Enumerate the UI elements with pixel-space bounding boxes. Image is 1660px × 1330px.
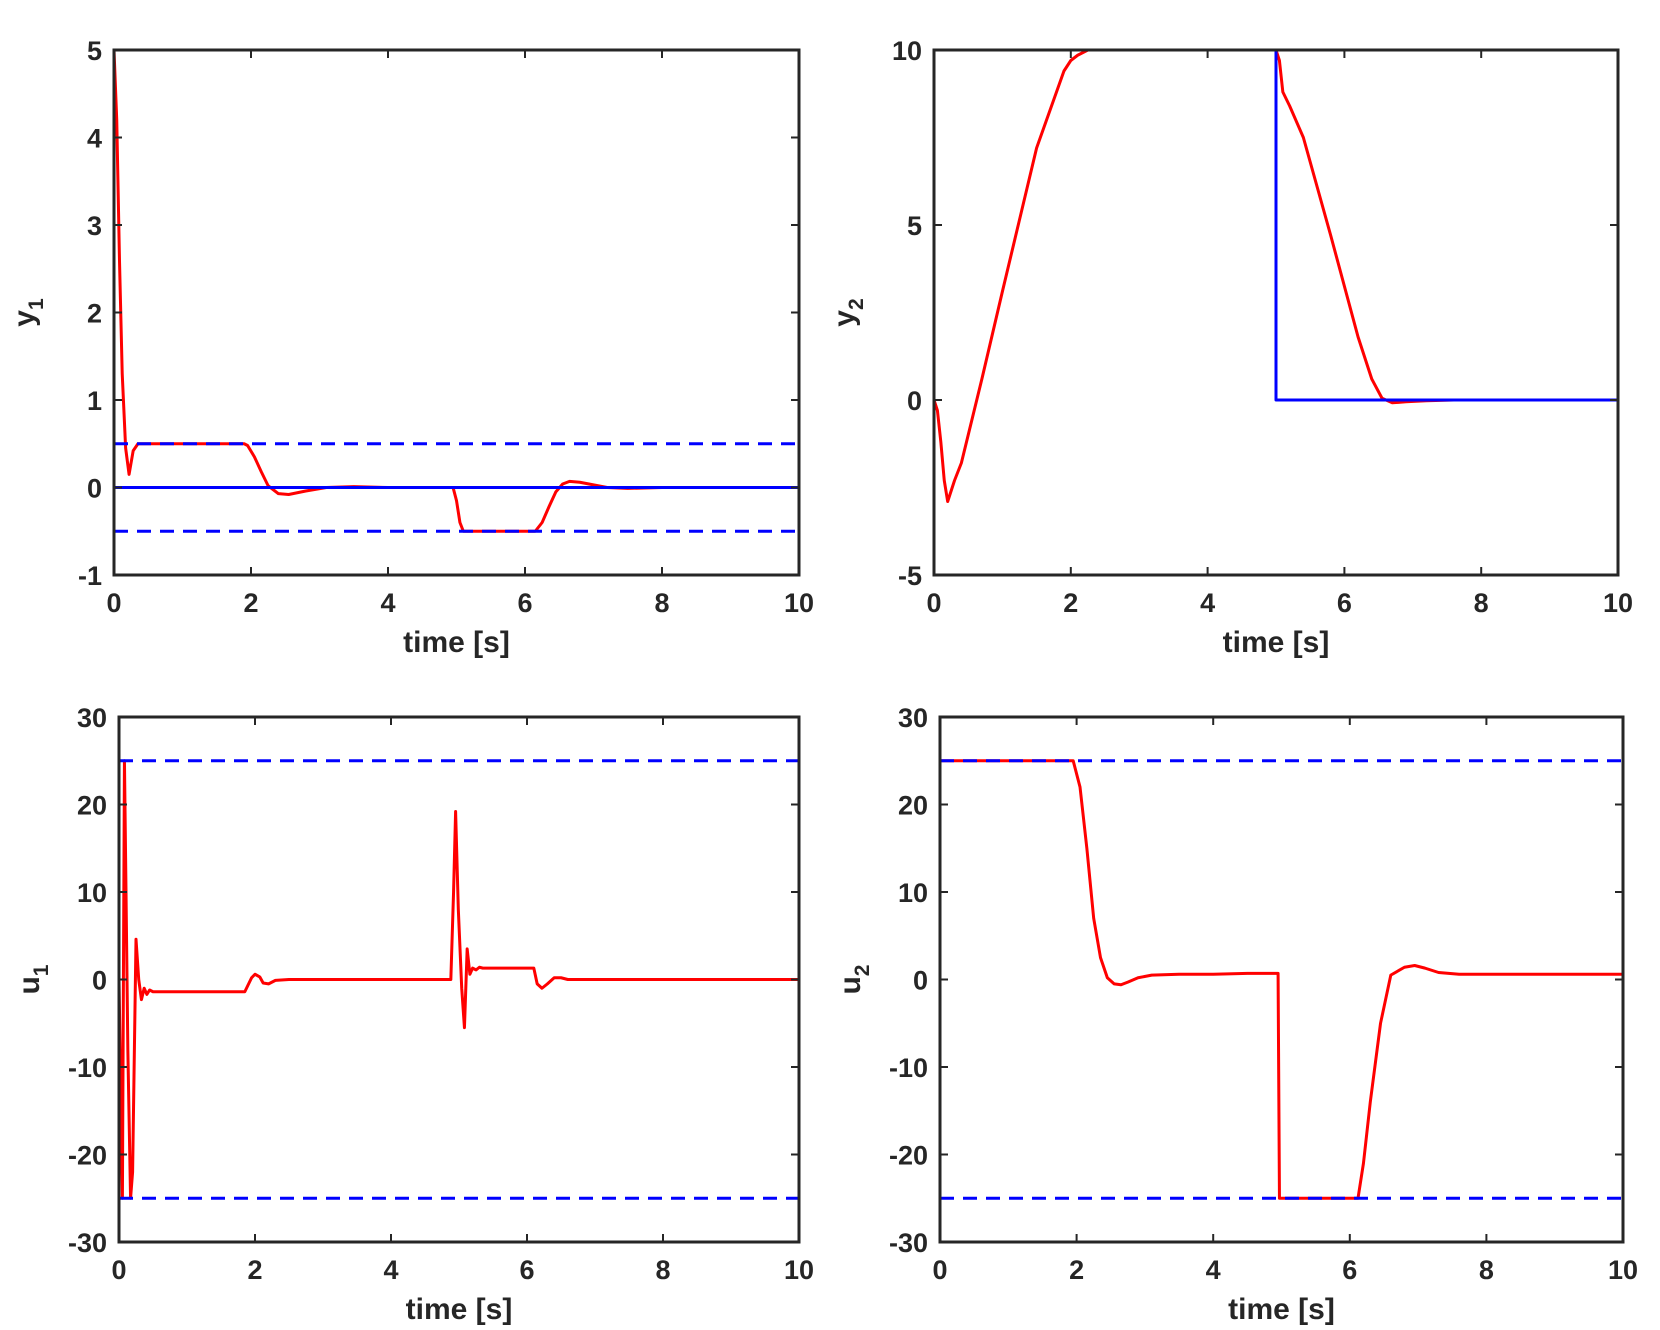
y-tick-label: 2 [87,299,102,329]
y-tick-label: 0 [913,966,928,996]
series-line-0 [934,50,1618,503]
chart-panel-y2: 0 2 4 6 8 10 -5 0 5 10 time [s] y2 [830,0,1660,665]
x-tick-label: 2 [247,1255,262,1285]
x-tick-label: 2 [1063,588,1078,618]
y-tick-label: -10 [889,1053,928,1083]
x-axis-label: time [s] [403,626,510,659]
x-axis-label: time [s] [1223,626,1330,659]
plot-area [940,759,1623,1200]
x-tick-label: 8 [1474,588,1489,618]
chart-u2: 0 2 4 6 8 10 -30 -20 -10 0 10 20 30 time [s] u2 [834,703,1638,1326]
x-tick-label: 4 [383,1255,398,1285]
x-axis-label: time [s] [1228,1293,1335,1326]
y-tick-label: 10 [898,878,928,908]
x-tick-label: 0 [111,1255,126,1285]
y-tick-label: 5 [907,211,922,241]
x-tick-label: 4 [380,588,395,618]
x-tick-label: 6 [519,1255,534,1285]
y-axis-label: y2 [830,298,868,326]
chart-panel-u2: 0 2 4 6 8 10 -30 -20 -10 0 10 20 30 time [s] u2 [830,665,1660,1330]
x-tick-label: 8 [654,588,669,618]
x-tick-label: 6 [1342,1255,1357,1285]
y-tick-label: 10 [892,36,922,66]
y-tick-label: 0 [92,966,107,996]
x-tick-label: 10 [784,588,814,618]
y-tick-label: -30 [68,1228,107,1258]
axes-box [932,48,1620,577]
y-tick-label: 3 [87,211,102,241]
y-tick-label: 0 [87,474,102,504]
y-tick-label: 0 [907,386,922,416]
x-tick-label: 2 [1069,1255,1084,1285]
y-tick-label: -5 [898,561,922,591]
plot-area [114,50,799,533]
chart-panel-u1: 0 2 4 6 8 10 -30 -20 -10 0 10 20 30 time [s] u1 [0,665,830,1330]
plot-area [934,50,1618,503]
x-tick-label: 4 [1206,1255,1221,1285]
chart-panel-y1: 0 2 4 6 8 10 -1 0 1 2 3 4 5 time [s] y1 [0,0,830,665]
y-tick-label: 20 [898,791,928,821]
x-tick-label: 2 [243,588,258,618]
x-tick-label: 10 [784,1255,814,1285]
y-tick-label: 10 [77,878,107,908]
axes-box [938,715,1625,1244]
x-tick-label: 10 [1603,588,1633,618]
plot-area [119,759,799,1200]
x-tick-label: 6 [517,588,532,618]
x-tick-label: 8 [1479,1255,1494,1285]
y-tick-label: 1 [87,386,102,416]
x-tick-label: 0 [926,588,941,618]
series-line-1 [934,50,1618,402]
series-line-0 [114,50,799,533]
y-tick-label: 4 [87,124,102,154]
y-tick-label: 30 [77,703,107,733]
y-tick-label: -20 [889,1141,928,1171]
chart-u1: 0 2 4 6 8 10 -30 -20 -10 0 10 20 30 time [s] u1 [13,703,814,1326]
y-axis-label: u1 [13,964,53,994]
x-tick-label: 0 [932,1255,947,1285]
y-tick-label: -30 [889,1228,928,1258]
y-tick-label: -1 [78,561,102,591]
x-tick-label: 0 [106,588,121,618]
y-tick-label: 20 [77,791,107,821]
series-line-0 [119,759,799,1200]
x-axis-label: time [s] [406,1293,513,1326]
x-tick-label: 4 [1200,588,1215,618]
y-tick-label: -20 [68,1141,107,1171]
x-tick-label: 10 [1608,1255,1638,1285]
y-tick-label: 30 [898,703,928,733]
y-axis-label: u2 [834,964,874,994]
y-tick-label: 5 [87,36,102,66]
y-axis-label: y1 [8,298,48,327]
y-tick-label: -10 [68,1053,107,1083]
x-tick-label: 8 [655,1255,670,1285]
series-line-0 [940,759,1623,1200]
x-tick-label: 6 [1337,588,1352,618]
